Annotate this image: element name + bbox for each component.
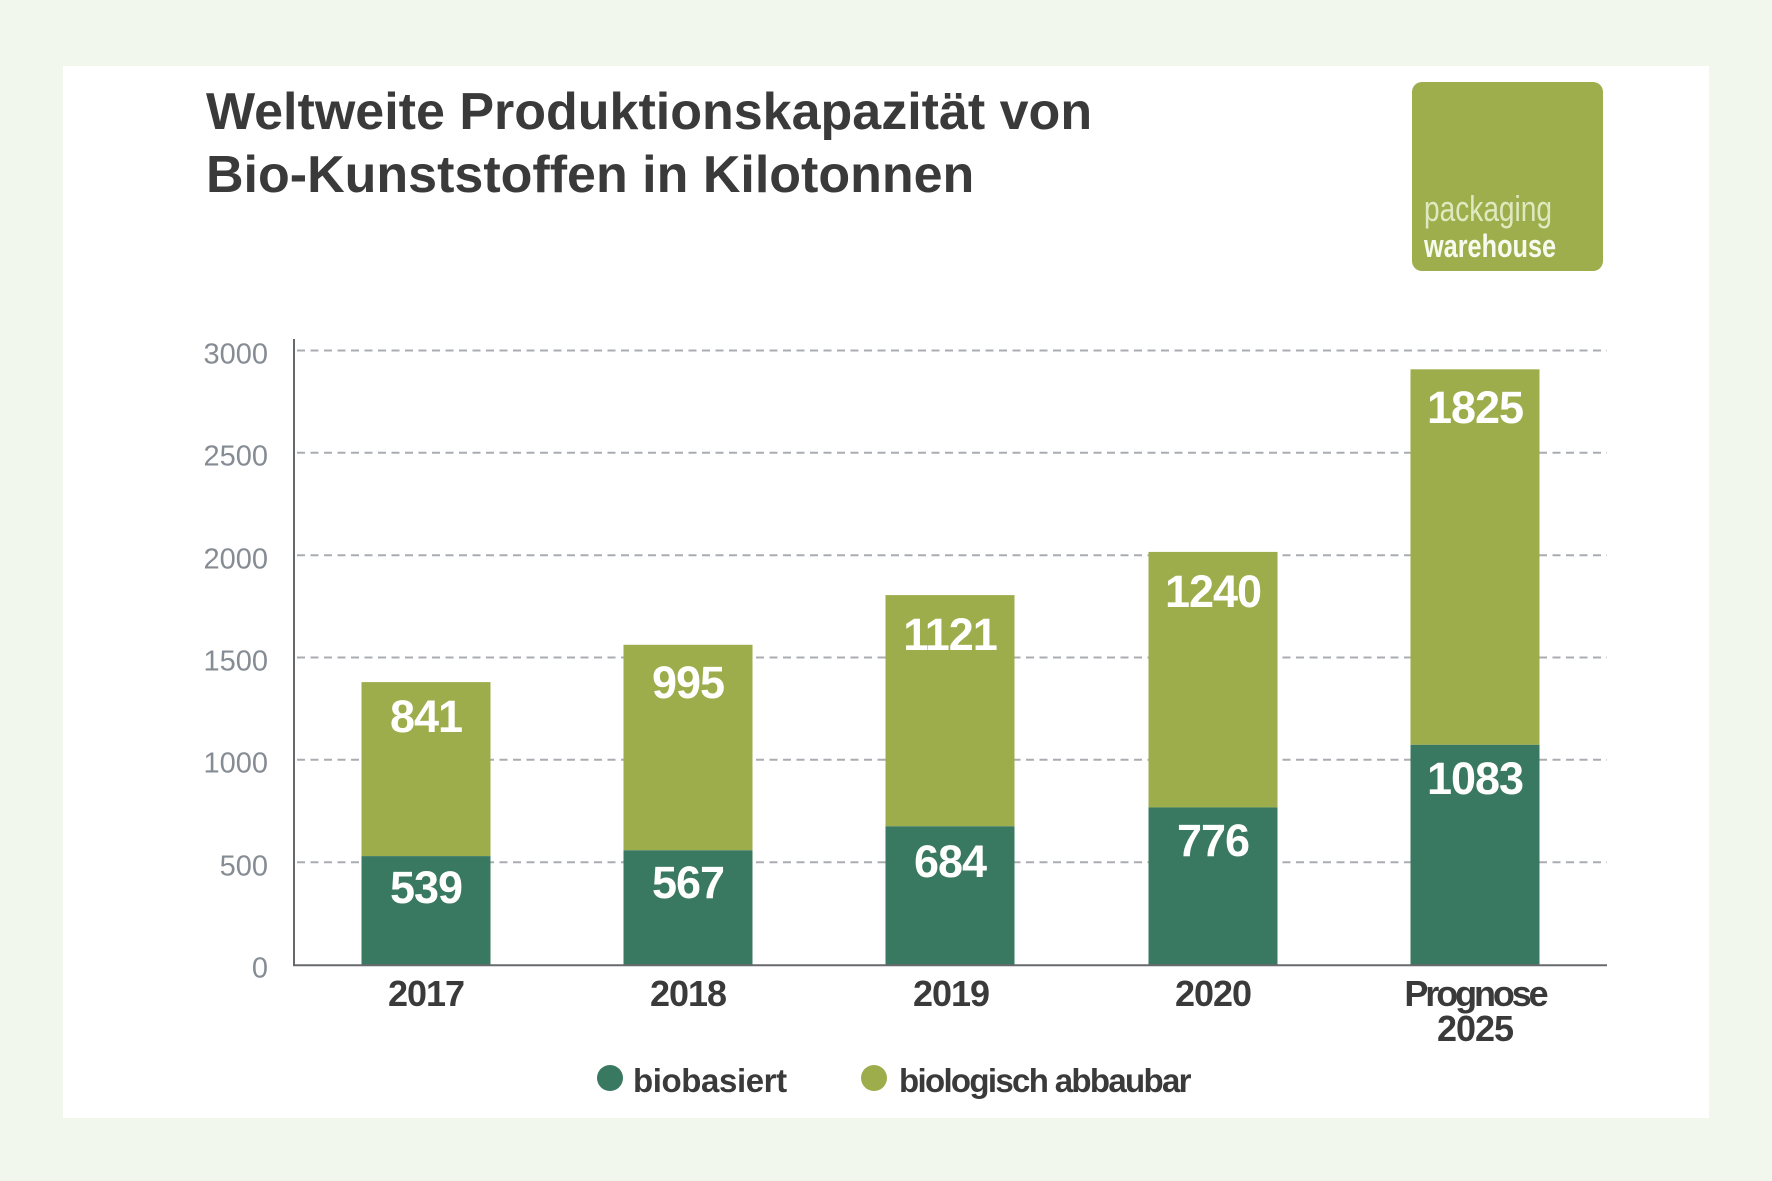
svg-text:500: 500 xyxy=(220,851,268,883)
svg-text:1000: 1000 xyxy=(203,748,268,780)
svg-text:2500: 2500 xyxy=(203,441,268,473)
svg-text:2000: 2000 xyxy=(203,544,268,576)
svg-text:1500: 1500 xyxy=(203,646,268,678)
svg-text:3000: 3000 xyxy=(203,339,268,371)
svg-text:0: 0 xyxy=(252,953,268,985)
